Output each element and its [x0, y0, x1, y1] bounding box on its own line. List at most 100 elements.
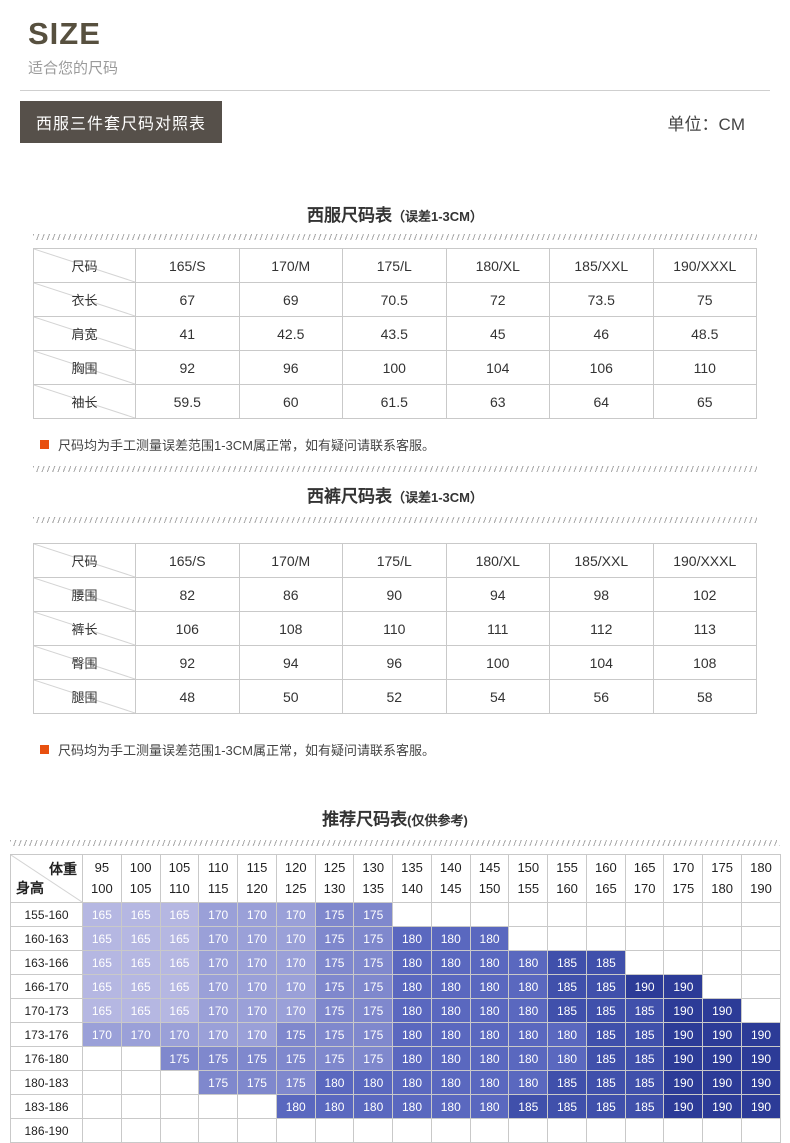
- unit-label: 单位：CM: [667, 114, 745, 134]
- size-cell: 170: [198, 902, 239, 927]
- value-cell: 52: [342, 679, 447, 714]
- diagonal-line-icon: [34, 317, 135, 350]
- recommend-matrix-table: 体重 身高 95 100 100 105 105 110 110 115 115 120 120 125 1…: [10, 854, 781, 1143]
- row-label-cell: 胸围: [33, 350, 136, 385]
- column-header-cell: 185/XXL: [549, 543, 654, 578]
- diagonal-line-icon: [34, 612, 135, 645]
- size-cell: 185: [624, 1070, 665, 1095]
- weight-header-cell: 165 170: [624, 854, 665, 903]
- value-cell: 111: [445, 611, 550, 646]
- height-label-cell: 180-183: [10, 1070, 83, 1095]
- weight-header-cell: 180 190: [741, 854, 781, 903]
- size-cell: 170: [237, 974, 277, 999]
- value-cell: 108: [652, 645, 757, 680]
- weight-low: 105: [168, 860, 191, 876]
- diagonal-line-icon: [34, 385, 135, 418]
- size-cell: 170: [237, 926, 277, 951]
- row-label-cell: 肩宽: [33, 316, 136, 351]
- size-cell: 180: [353, 1070, 394, 1095]
- table-row: 裤长 106 108 110 111 112 113: [33, 611, 757, 646]
- size-cell: 180: [469, 1046, 510, 1071]
- value-cell: 112: [549, 611, 654, 646]
- size-cell: 180: [508, 998, 549, 1023]
- size-cell: 180: [392, 1022, 432, 1047]
- size-cell: [547, 902, 587, 927]
- size-cell: [82, 1070, 122, 1095]
- value-cell: 94: [238, 645, 343, 680]
- weight-header-cell: 125 130: [314, 854, 355, 903]
- size-cell: 190: [663, 1070, 704, 1095]
- pants-table-title: 西裤尺码表（误差1-3CM）: [0, 482, 790, 507]
- size-cell: [508, 902, 549, 927]
- size-cell: 180: [392, 1094, 432, 1119]
- size-cell: [741, 950, 781, 975]
- size-cell: 180: [392, 998, 432, 1023]
- value-cell: 56: [549, 679, 654, 714]
- weight-header-cell: 95 100: [82, 854, 122, 903]
- size-cell: 165: [120, 998, 161, 1023]
- value-cell: 54: [445, 679, 550, 714]
- size-cell: [663, 902, 704, 927]
- value-cell: 106: [135, 611, 240, 646]
- size-cell: 170: [198, 1022, 239, 1047]
- weight-header-cell: 170 175: [663, 854, 704, 903]
- weight-header-cell: 115 120: [237, 854, 277, 903]
- value-cell: 72: [445, 282, 550, 317]
- weight-high: 110: [169, 880, 190, 896]
- table-row: 衣长 67 69 70.5 72 73.5 75: [33, 282, 757, 317]
- height-label-cell: 176-180: [10, 1046, 83, 1071]
- suit-size-table: 尺码 165/S 170/M 175/L 180/XL 185/XXL 190/XXXL 衣长…: [33, 248, 757, 419]
- size-cell: 190: [663, 1022, 704, 1047]
- diagonal-line-icon: [34, 351, 135, 384]
- weight-header-cell: 150 155: [508, 854, 549, 903]
- size-cell: 180: [314, 1094, 355, 1119]
- column-header-cell: 175/L: [342, 248, 447, 283]
- size-cell: 180: [547, 1022, 587, 1047]
- size-cell: 165: [82, 950, 122, 975]
- size-cell: 170: [198, 998, 239, 1023]
- row-label-cell: 裤长: [33, 611, 136, 646]
- size-cell: 185: [547, 1070, 587, 1095]
- size-cell: 175: [353, 926, 394, 951]
- column-header-cell: 165/S: [135, 543, 240, 578]
- suit-table-note: 尺码均为手工测量误差范围1-3CM属正常，如有疑问请联系客服。: [40, 435, 790, 454]
- size-cell: 170: [275, 902, 316, 927]
- weight-high: 155: [517, 880, 540, 896]
- size-cell: 185: [624, 1046, 665, 1071]
- size-cell: 175: [314, 926, 355, 951]
- weight-low: 135: [401, 860, 423, 876]
- size-cell: 170: [198, 974, 239, 999]
- size-cell: 170: [82, 1022, 122, 1047]
- size-cell: 190: [702, 1094, 743, 1119]
- size-cell: 170: [198, 926, 239, 951]
- table-row: 尺码 165/S 170/M 175/L 180/XL 185/XXL 190/XXXL: [33, 248, 757, 283]
- size-cell: [702, 902, 743, 927]
- table-row: 袖长 59.5 60 61.5 63 64 65: [33, 384, 757, 419]
- size-cell: 170: [159, 1022, 200, 1047]
- pants-table-title-note: （误差1-3CM）: [391, 490, 483, 505]
- weight-high: 100: [91, 880, 113, 896]
- size-cell: 170: [275, 998, 316, 1023]
- size-corner-cell: 尺码: [33, 543, 136, 578]
- size-cell: 185: [585, 974, 626, 999]
- size-cell: 165: [82, 902, 122, 927]
- size-cell: 175: [314, 974, 355, 999]
- size-cell: 180: [469, 1070, 510, 1095]
- value-cell: 98: [549, 577, 654, 612]
- size-cell: 180: [392, 926, 432, 951]
- size-cell: [663, 926, 704, 951]
- value-cell: 43.5: [342, 316, 447, 351]
- weight-high: 165: [594, 880, 617, 896]
- size-cell: 180: [392, 1046, 432, 1071]
- weight-low: 175: [711, 860, 733, 876]
- table-row: 肩宽 41 42.5 43.5 45 46 48.5: [33, 316, 757, 351]
- weight-header-cell: 145 150: [469, 854, 510, 903]
- matrix-corner-cell: 体重 身高: [10, 854, 83, 903]
- height-label-cell: 155-160: [10, 902, 83, 927]
- suit-table-title-note: （误差1-3CM）: [391, 209, 483, 224]
- size-cell: 175: [353, 1046, 394, 1071]
- row-label-cell: 臀围: [33, 645, 136, 680]
- size-cell: 190: [663, 974, 704, 999]
- height-label-cell: 163-166: [10, 950, 83, 975]
- value-cell: 69: [238, 282, 343, 317]
